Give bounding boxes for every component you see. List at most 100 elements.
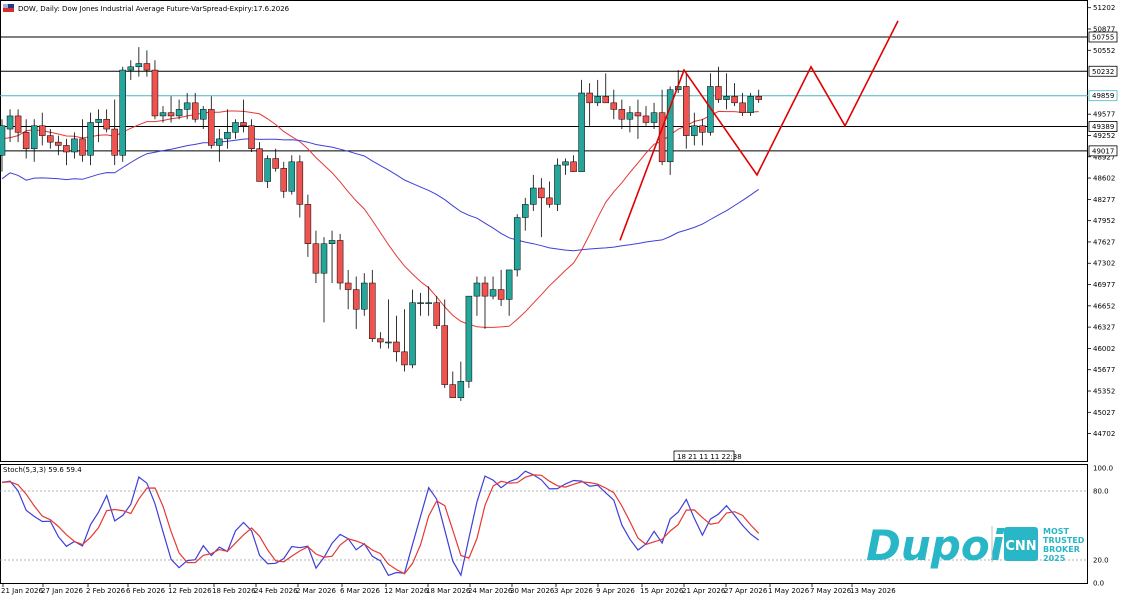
price-tick-label: 46327 [1093,324,1115,332]
candle [570,155,577,172]
stoch-k-line [1,470,760,577]
candle [248,119,255,152]
candle [159,106,167,123]
price-tick-label: 45352 [1093,388,1115,396]
time-tick-label: 18 Feb 2026 [212,587,256,595]
candle [683,73,690,149]
stochastic-title: Stoch(5,3,3) 59.6 59.4 [3,466,82,474]
window-title: DOW, Daily: Dow Jones Industrial Average… [18,5,290,13]
candle [30,119,38,162]
price-tick-label: 44702 [1093,430,1115,438]
cnn-logo-badge [1004,527,1038,561]
stoch-tick-label: 100.0 [1093,465,1113,473]
price-tick-label: 46977 [1093,281,1115,289]
tagline-line-4: 2025 [1043,554,1066,563]
stochastic-oscillator: 100.0 80.0 20.0 0.0 [0,465,1113,588]
candle [409,289,416,369]
candle [361,273,368,316]
candle [87,112,94,166]
price-tick-label: 49577 [1093,111,1115,119]
candle [208,96,215,149]
price-tick-label: 46002 [1093,345,1115,353]
candle [183,93,191,120]
candle [127,60,135,80]
time-tick-label: 3 Apr 2026 [554,587,593,595]
candle [296,155,304,218]
candle [739,93,746,116]
price-tick-label: 49252 [1093,132,1115,140]
candle [232,119,239,139]
candle [352,276,360,329]
candle [119,66,126,162]
time-tick-label: 1 May 2026 [768,587,810,595]
price-tick-label: 48602 [1093,175,1115,183]
candle [79,119,86,162]
candle [497,269,505,306]
candle [642,106,650,126]
price-level-box [1088,31,1118,43]
price-tick-label: 50552 [1093,47,1115,55]
time-tick-label: 15 Apr 2026 [640,587,684,595]
stoch-tick-label: 20.0 [1093,557,1109,565]
candle [151,60,159,120]
candle [22,119,30,159]
candle [200,106,207,130]
candle [103,109,110,133]
time-tick-label: 9 Apr 2026 [596,587,635,595]
stochastic-frame [0,464,1088,584]
candle [522,197,529,231]
price-level-box [1088,90,1118,102]
candle [320,237,328,323]
time-tick-label: 6 Feb 2026 [126,587,166,595]
candle [6,109,14,143]
time-tick-label: 24 Mar 2026 [468,587,513,595]
broker-branding: Dupoin CNN MOST TRUSTED BROKER 2025 [866,521,1085,570]
candle [63,138,70,166]
price-levels: 50755 50232 49859 49389 49017 [0,31,1118,157]
candle [55,135,62,156]
time-tick-label: 2 Feb 2026 [86,587,126,595]
time-tick-label: 2 Mar 2026 [296,587,336,595]
candle [328,230,336,284]
time-tick-label: 27 Jan 2026 [41,587,84,595]
ma-slow-line [1,138,759,252]
tagline-line-2: TRUSTED [1043,536,1085,545]
candle [530,174,537,211]
price-level-box [1088,121,1118,132]
candle [304,194,312,257]
drawn-pattern [619,20,899,241]
crosshair-time-label: 18 21 11 11 22:38 [673,450,742,462]
price-level-label: 50755 [1092,33,1114,41]
candle [135,47,143,77]
candle [723,73,730,110]
price-axis: 51202 50877 50552 49577 49252 48927 48602 48277… [1088,4,1115,438]
candle [393,315,400,362]
price-level-box [1088,145,1118,157]
time-tick-label: 21 Jan 2026 [1,587,44,595]
candle [505,269,513,316]
candle [594,79,601,107]
time-tick-label: 6 Mar 2026 [340,587,380,595]
time-tick-label: 12 Feb 2026 [168,587,212,595]
time-tick-label: 30 Mar 2026 [510,587,555,595]
candle [554,158,561,211]
candle [191,93,199,123]
candlesticks [0,47,762,401]
candle [562,158,569,175]
crosshair-time-text: 18 21 11 11 22:38 [677,453,742,461]
candle [610,89,618,120]
pattern-line [619,20,899,241]
price-level-label: 49859 [1092,92,1114,100]
candle [473,276,481,316]
candle [755,89,762,103]
candle [731,83,738,107]
candle [715,66,722,103]
candle [425,286,432,316]
tagline-line-3: BROKER [1043,545,1080,554]
candle [513,214,521,277]
time-tick-label: 24 Feb 2026 [254,587,298,595]
price-tick-label: 45677 [1093,366,1115,374]
candle [336,233,344,290]
candle [369,269,376,342]
